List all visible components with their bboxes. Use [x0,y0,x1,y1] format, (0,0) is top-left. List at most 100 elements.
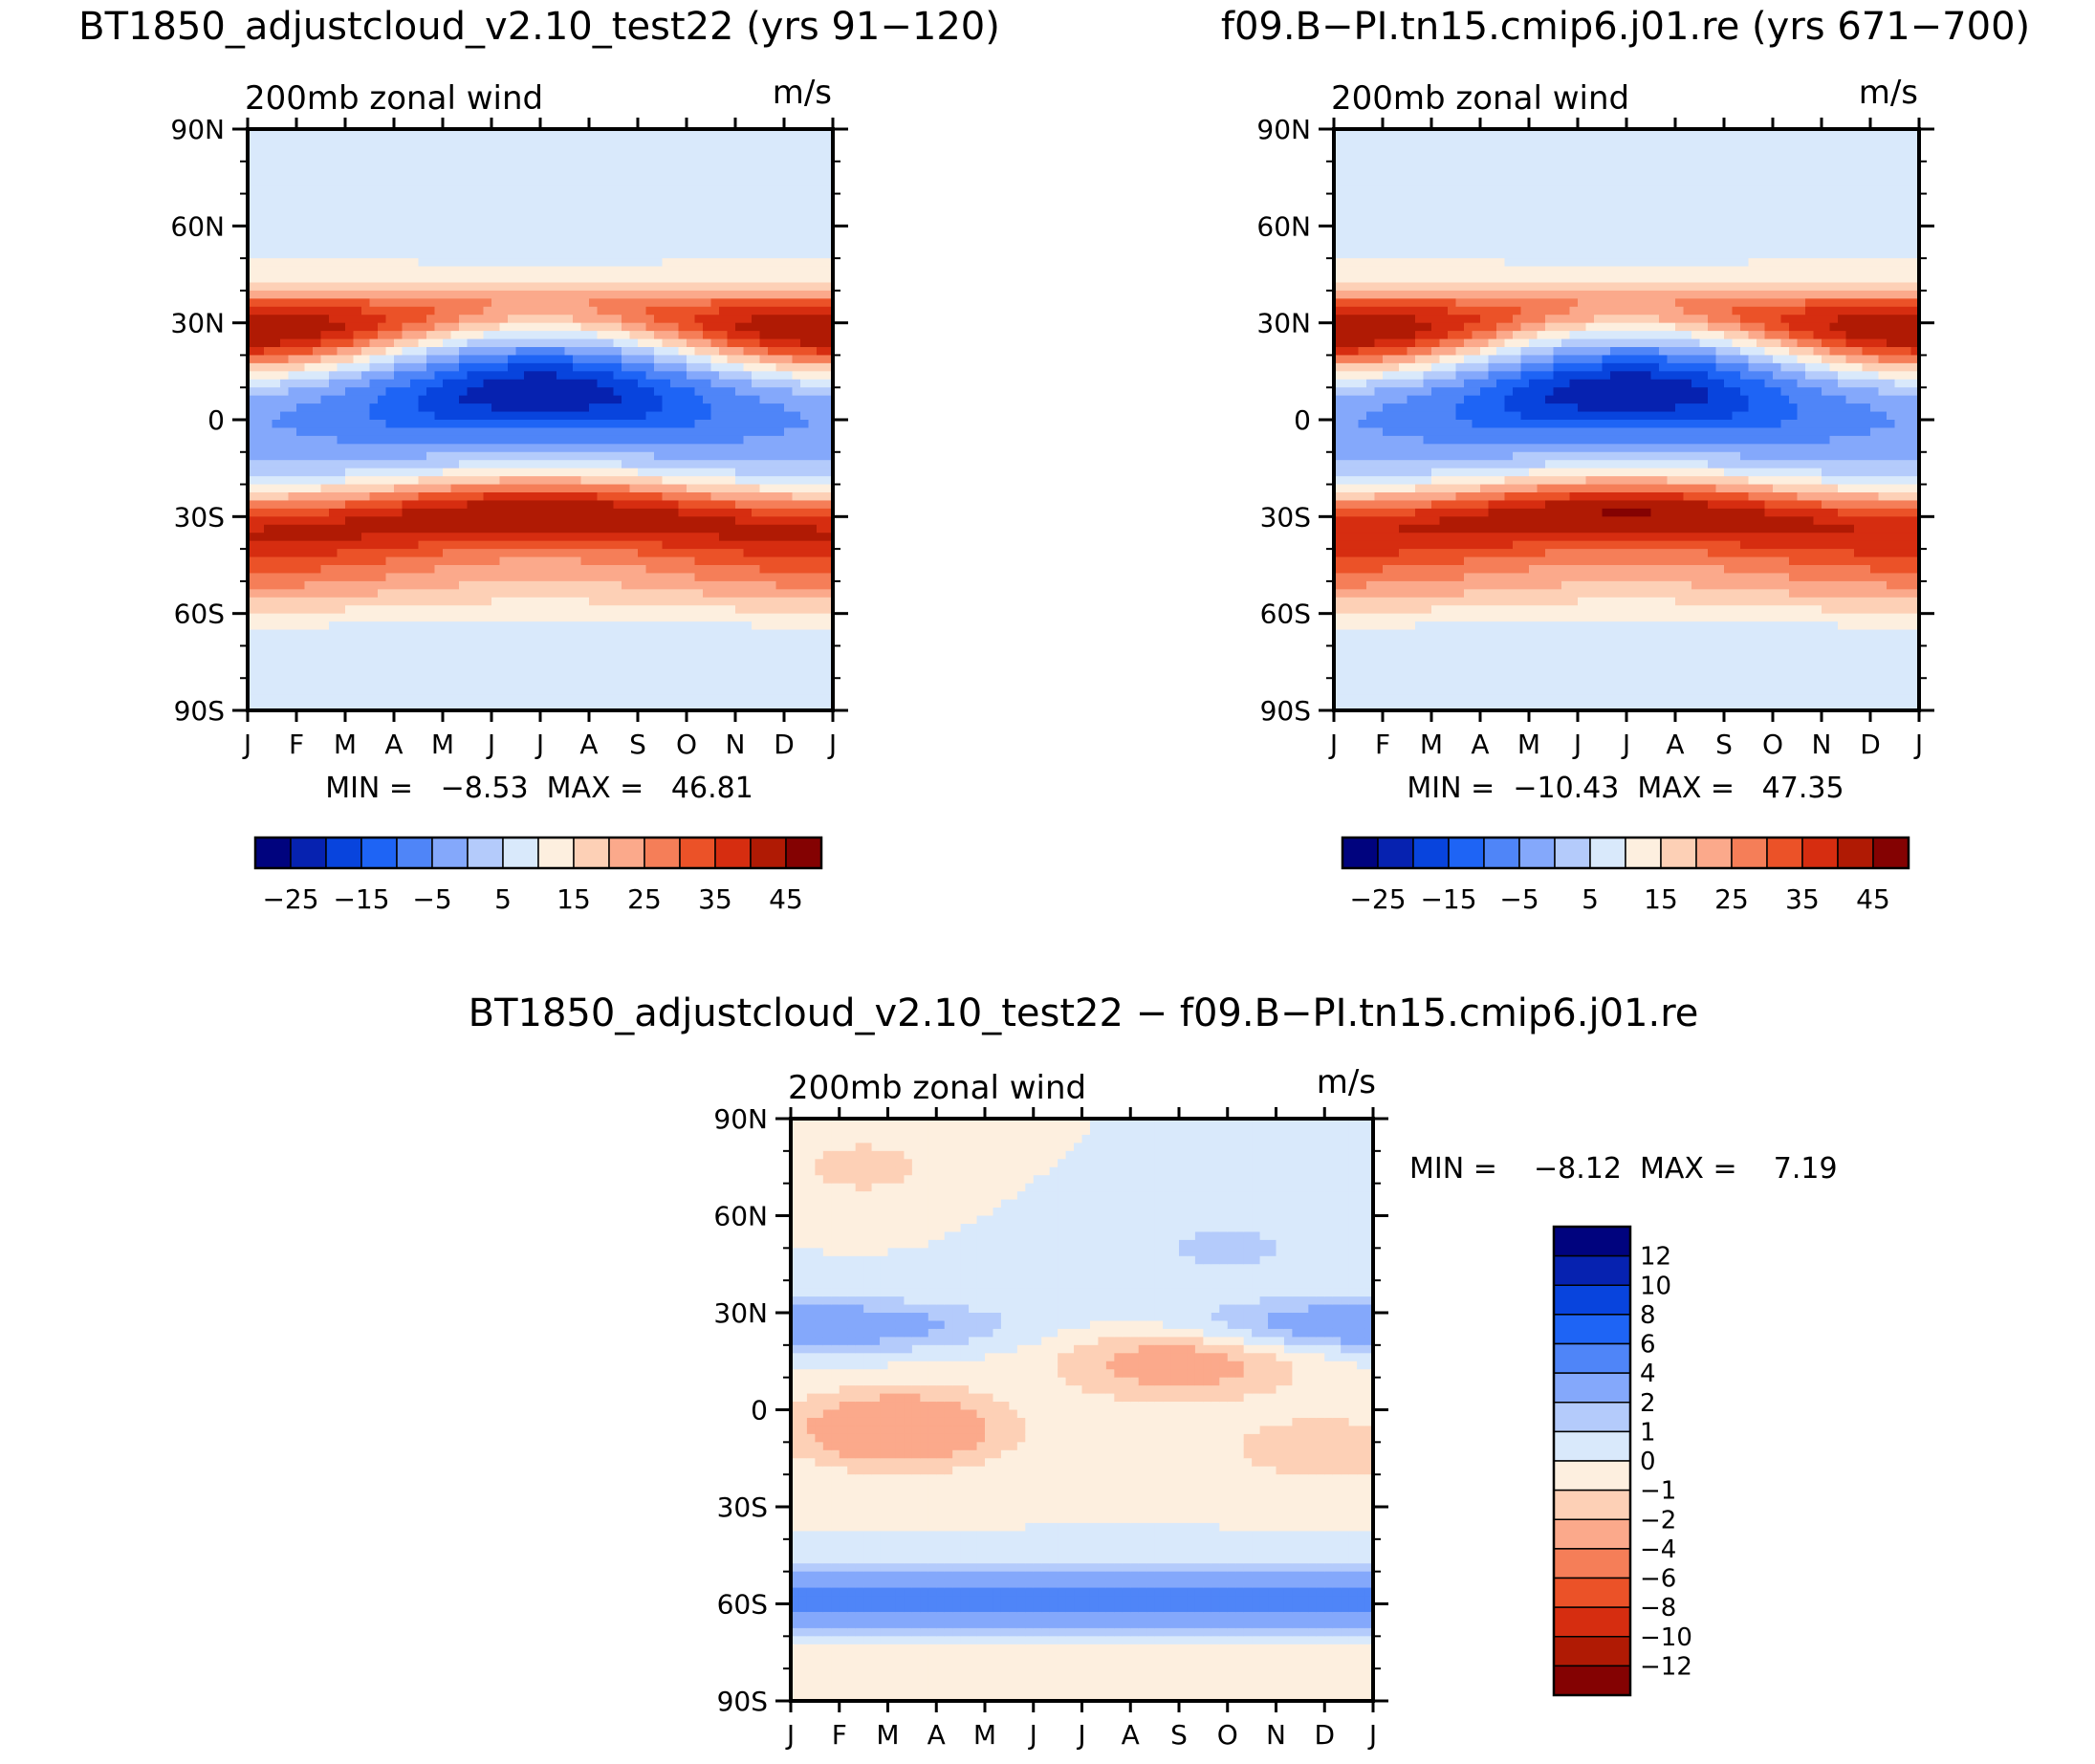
field-cell [548,161,557,170]
field-cell [313,533,322,542]
field-cell [638,177,647,186]
field-cell [361,694,371,704]
field-cell [418,331,427,340]
field-cell [759,556,769,566]
field-cell [329,476,338,486]
field-cell [508,702,517,711]
field-cell [662,451,671,461]
field-cell [645,403,655,413]
field-cell [743,613,753,622]
field-cell [402,185,411,195]
field-cell [369,266,379,275]
field-cell [613,662,622,671]
field-cell [524,468,534,477]
field-cell [385,524,395,534]
field-cell [467,580,476,590]
field-cell [759,217,769,227]
field-cell [727,460,736,469]
field-cell [808,298,818,308]
field-cell [467,597,476,606]
field-cell [353,645,362,655]
field-cell [556,468,566,477]
field-cell [540,233,550,243]
field-cell [385,331,395,340]
field-cell [288,331,297,340]
field-cell [719,226,729,235]
field-cell [418,161,427,170]
field-cell [264,694,273,704]
field-cell [678,645,687,655]
field-cell [313,153,322,163]
field-cell [687,362,696,372]
field-cell [369,621,379,631]
field-cell [573,653,582,663]
field-cell [622,444,631,453]
field-cell [491,371,501,381]
field-cell [727,492,736,502]
field-cell [248,638,257,647]
field-cell [410,193,420,203]
field-cell [597,185,606,195]
field-cell [694,185,704,195]
field-cell [589,549,599,558]
field-cell [255,444,265,453]
field-cell [508,177,517,186]
field-cell [361,144,371,154]
field-cell [426,549,436,558]
field-cell [369,306,379,316]
field-cell [564,678,574,687]
field-cell [573,282,582,292]
field-cell [613,282,622,292]
field-cell [434,129,444,139]
field-cell [313,589,322,599]
field-cell [694,169,704,179]
field-cell [532,435,541,445]
field-cell [450,137,460,146]
field-cell [580,233,590,243]
field-cell [645,653,655,663]
field-cell [272,645,281,655]
field-cell [784,411,794,421]
field-cell [459,540,469,550]
field-cell [296,411,306,421]
field-cell [622,629,631,639]
field-cell [475,638,485,647]
field-cell [597,233,606,243]
field-cell [719,306,729,316]
field-cell [402,322,411,332]
field-cell [345,177,355,186]
field-cell [792,451,801,461]
field-cell [645,355,655,364]
field-cell [573,556,582,566]
field-cell [703,338,712,348]
field-cell [491,347,501,357]
field-cell [272,427,281,437]
field-cell [800,484,810,493]
field-cell [710,177,720,186]
field-cell [719,460,729,469]
field-cell [378,315,387,324]
field-cell [548,420,557,429]
field-cell [589,540,599,550]
field-cell [524,492,534,502]
field-cell [752,322,761,332]
field-cell [638,258,647,268]
field-cell [759,629,769,639]
field-cell [459,629,469,639]
field-cell [418,338,427,348]
field-cell [792,500,801,510]
field-cell [694,258,704,268]
field-cell [703,395,712,404]
field-cell [296,387,306,397]
field-cell [313,202,322,211]
field-cell [605,169,615,179]
field-cell [580,371,590,381]
field-cell [499,484,509,493]
field-cell [264,451,273,461]
field-cell [475,177,485,186]
field-cell [775,605,785,615]
field-cell [622,484,631,493]
field-cell [345,662,355,671]
field-cell [418,669,427,679]
field-cell [329,177,338,186]
